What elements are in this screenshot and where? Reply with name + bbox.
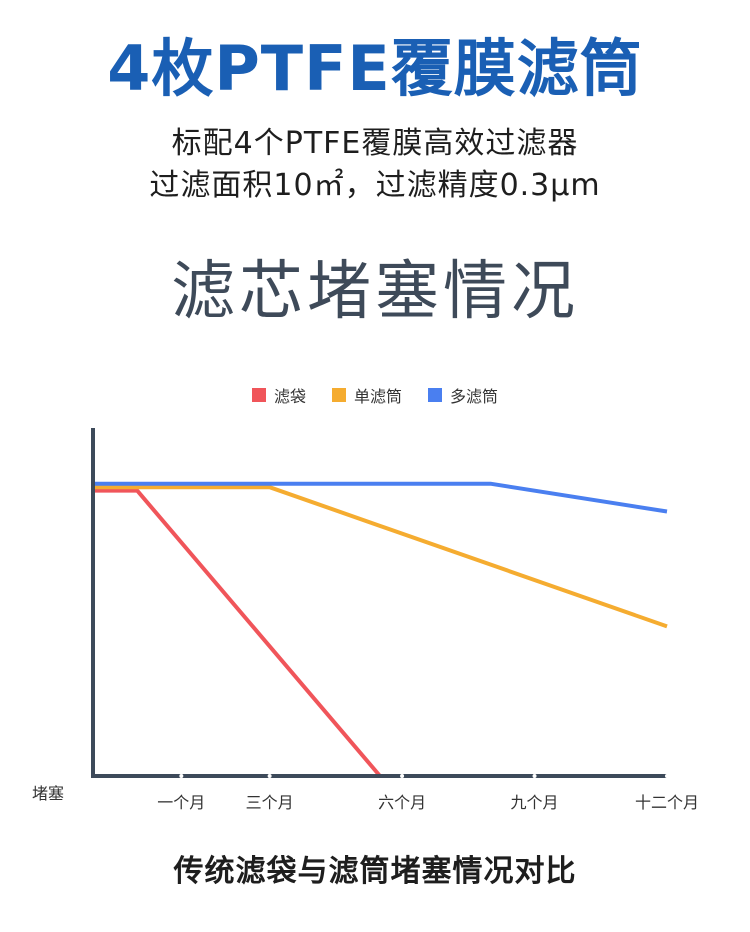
legend-item-bag: 滤袋 xyxy=(251,383,306,407)
series-line-1 xyxy=(93,485,668,629)
x-tick-label: 三个月 xyxy=(246,793,294,812)
x-tick-mark xyxy=(267,774,272,778)
series-line-0 xyxy=(93,488,382,778)
chart-legend: 滤袋 单滤筒 多滤筒 xyxy=(0,383,750,407)
legend-label: 滤袋 xyxy=(273,387,306,406)
x-tick-mark xyxy=(400,774,405,778)
legend-label: 单滤筒 xyxy=(353,387,402,406)
x-tick-label: 十二个月 xyxy=(635,793,699,812)
spec-line-2: 过滤面积10㎡，过滤精度0.3μm xyxy=(149,168,601,203)
x-tick-label: 九个月 xyxy=(511,793,559,812)
clogging-line-chart: 一个月 三个月 六个月 九个月 十二个月 堵塞 xyxy=(32,428,699,812)
x-tick-label: 一个月 xyxy=(157,793,205,812)
legend-item-single: 单滤筒 xyxy=(331,383,402,407)
legend-swatch xyxy=(251,388,266,402)
section-title: 滤芯堵塞情况 xyxy=(171,255,579,329)
legend-swatch xyxy=(428,388,442,402)
legend-item-multi: 多滤筒 xyxy=(428,383,498,407)
x-tick-label: 六个月 xyxy=(378,793,426,812)
spec-line-1: 标配4个PTFE覆膜高效过滤器 xyxy=(171,126,579,161)
x-tick-mark xyxy=(665,774,669,778)
page-headline: 4枚PTFE覆膜滤筒 xyxy=(107,32,643,105)
legend-swatch xyxy=(331,388,346,402)
y-axis-label: 堵塞 xyxy=(32,784,64,803)
chart-caption: 传统滤袋与滤筒堵塞情况对比 xyxy=(173,854,577,889)
legend-label: 多滤筒 xyxy=(450,387,499,406)
series-line-2 xyxy=(93,481,668,514)
x-tick-mark xyxy=(532,774,537,778)
x-tick-mark xyxy=(179,774,184,778)
